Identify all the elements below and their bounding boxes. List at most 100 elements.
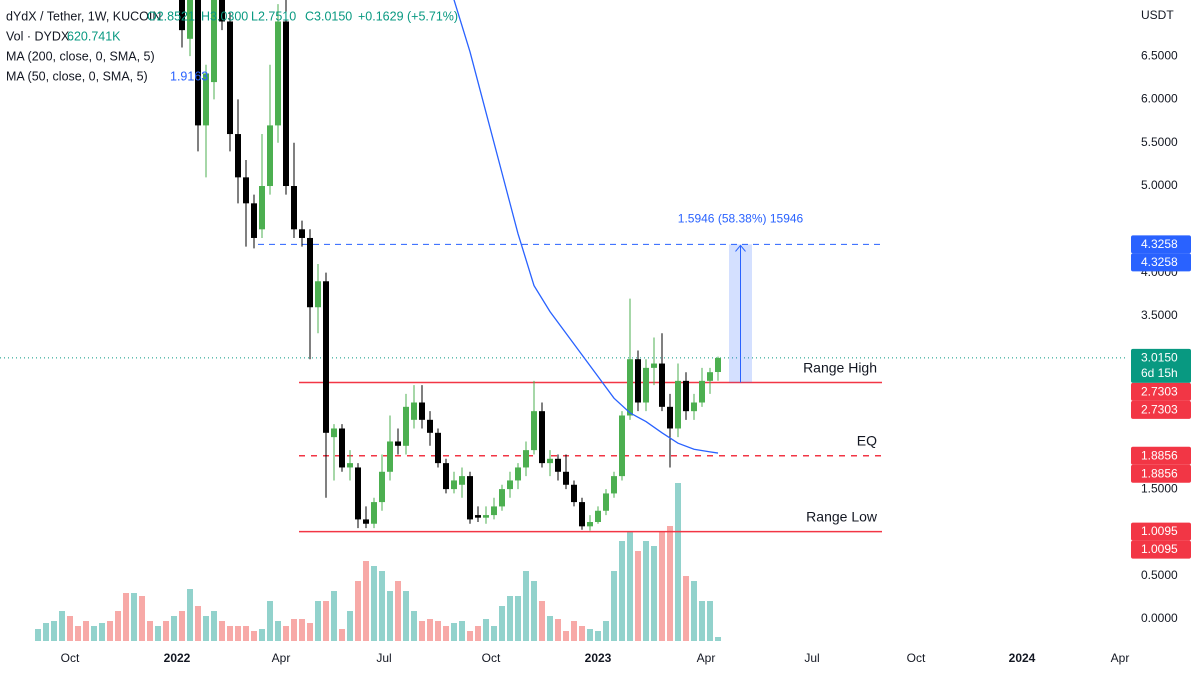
volume-bar [611, 571, 617, 641]
volume-bar [203, 616, 209, 641]
price-marker [1131, 464, 1191, 483]
y-tick-label: 5.5000 [1141, 135, 1178, 149]
volume-bar [195, 606, 201, 641]
candle-body [243, 177, 249, 204]
volume-bar [683, 576, 689, 641]
volume-bar [659, 531, 665, 641]
volume-bar [403, 591, 409, 641]
volume-bar [459, 621, 465, 641]
volume-bar [243, 626, 249, 641]
price-marker [1131, 382, 1191, 401]
volume-bar [387, 591, 393, 641]
price-marker-countdown: 6d 15h [1141, 366, 1178, 380]
volume-bar [475, 626, 481, 641]
volume-bar [699, 601, 705, 641]
volume-bar [75, 626, 81, 641]
volume-bar [651, 546, 657, 641]
candle-body [315, 281, 321, 308]
level-label: Range High [803, 359, 877, 375]
candle-body [379, 471, 385, 503]
volume-bar [83, 621, 89, 641]
ohlc-change: +0.1629 (+5.71%) [358, 9, 458, 23]
x-tick-label: Apr [697, 651, 716, 665]
candle-body [179, 0, 185, 31]
candle-body [611, 476, 617, 494]
candle-body [475, 515, 481, 518]
y-tick-label: 6.0000 [1141, 92, 1178, 106]
candle-body [643, 367, 649, 403]
candle-body [507, 480, 513, 490]
volume-bar [571, 621, 577, 641]
volume-bar [99, 623, 105, 641]
volume-bar [107, 621, 113, 641]
volume-bar [299, 619, 305, 641]
volume-bar [91, 626, 97, 641]
volume-bar [235, 626, 241, 641]
candle-body [595, 510, 601, 523]
candle-body [355, 467, 361, 520]
candle-body [587, 522, 593, 527]
y-tick-label: 5.0000 [1141, 178, 1178, 192]
price-marker-label: 2.7303 [1141, 403, 1178, 417]
volume-bar [51, 621, 57, 641]
volume-bar [451, 623, 457, 641]
candle-body [683, 380, 689, 412]
candle-body [347, 463, 353, 468]
candle-body [227, 21, 233, 135]
volume-bar [691, 581, 697, 641]
x-tick-label: 2023 [585, 651, 612, 665]
volume-bar [603, 621, 609, 641]
volume-bar [187, 589, 193, 641]
candle-body [259, 186, 265, 230]
volume-bar [419, 621, 425, 641]
candle-body [563, 471, 569, 485]
price-marker-label: 2.7303 [1141, 385, 1178, 399]
candle-body [467, 476, 473, 520]
candle-body [651, 363, 657, 368]
volume-bar [371, 566, 377, 641]
price-marker [1131, 235, 1191, 254]
volume-bar [267, 601, 273, 641]
candle-body [523, 450, 529, 468]
volume-bar [491, 626, 497, 641]
x-tick-label: Apr [272, 651, 291, 665]
volume-bar [715, 636, 721, 641]
candle-body [451, 480, 457, 490]
x-tick-label: Oct [61, 651, 80, 665]
candle-body [339, 428, 345, 468]
ma200-title: MA (200, close, 0, SMA, 5) [6, 49, 155, 63]
level-label: Range Low [806, 508, 878, 524]
y-tick-label: 1.5000 [1141, 481, 1178, 495]
volume-bar [427, 619, 433, 641]
candle-body [555, 458, 561, 472]
volume-bar [115, 611, 121, 641]
candle-body [427, 419, 433, 433]
volume-bar [507, 596, 513, 641]
price-marker-label: 3.0150 [1141, 351, 1178, 365]
price-marker [1131, 540, 1191, 559]
volume-bar [643, 541, 649, 641]
candle-body [659, 363, 665, 407]
volume-bar [363, 561, 369, 641]
volume-bar [435, 621, 441, 641]
x-tick-label: Jul [376, 651, 391, 665]
candle-body [419, 402, 425, 420]
candle-body [627, 359, 633, 416]
volume-bar [67, 616, 73, 641]
candle-body [715, 357, 721, 373]
price-marker-label: 1.0095 [1141, 524, 1178, 538]
volume-bar [675, 483, 681, 641]
candle-body [547, 458, 553, 464]
volume-bar [531, 581, 537, 641]
candle-body [267, 125, 273, 187]
plot-area [0, 0, 1128, 641]
volume-bar [539, 601, 545, 641]
volume-bar [251, 631, 257, 641]
candle-body [571, 484, 577, 503]
candle-body [491, 506, 497, 516]
volume-value: 620.741K [67, 29, 121, 43]
candle-body [387, 441, 393, 472]
candle-body [635, 359, 641, 403]
